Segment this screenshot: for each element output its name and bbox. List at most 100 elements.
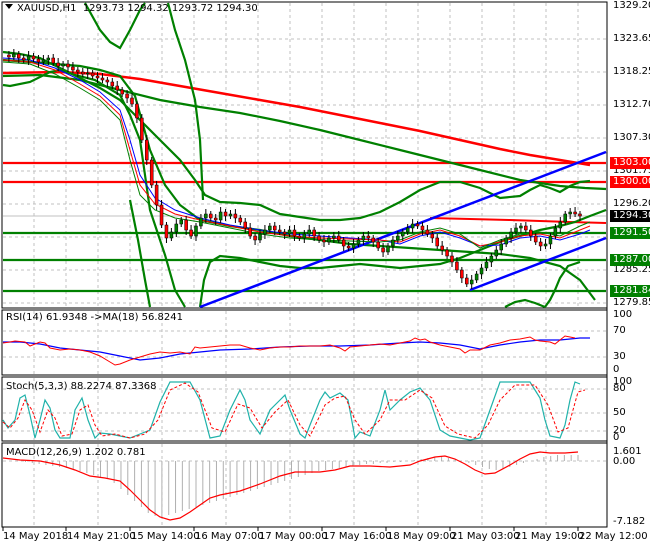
main-price-panel[interactable] bbox=[1, 1, 608, 309]
price-tick: 1329.20 bbox=[613, 0, 650, 11]
candle bbox=[563, 213, 567, 223]
candle bbox=[56, 62, 60, 67]
candle bbox=[440, 245, 444, 251]
candle bbox=[223, 211, 228, 217]
candle bbox=[66, 63, 70, 68]
candle bbox=[479, 267, 484, 275]
price-tick: 1323.65 bbox=[613, 33, 650, 44]
time-label: 15 May 14:00 bbox=[131, 531, 200, 542]
dropdown-arrow-icon[interactable] bbox=[5, 4, 13, 9]
support-tag-1281-84: 1281.84 bbox=[610, 285, 650, 297]
candle bbox=[568, 211, 572, 215]
candle bbox=[543, 243, 548, 247]
stoch-grid bbox=[3, 378, 606, 440]
candle bbox=[282, 231, 287, 235]
candle bbox=[386, 245, 390, 253]
candle bbox=[233, 213, 238, 219]
macd-signal-line bbox=[2, 451, 579, 521]
candle bbox=[81, 71, 85, 75]
candle bbox=[558, 221, 563, 229]
candle bbox=[238, 217, 243, 223]
candle bbox=[164, 224, 169, 239]
candle bbox=[71, 66, 75, 71]
macd-tick: -7.182 bbox=[613, 516, 646, 527]
candle bbox=[258, 233, 262, 241]
candle bbox=[46, 57, 51, 61]
time-label: 21 May 03:00 bbox=[451, 531, 520, 542]
candle bbox=[140, 117, 144, 141]
time-label: 14 May 2018 bbox=[3, 531, 69, 542]
trendline-lower[interactable] bbox=[469, 236, 607, 292]
candle bbox=[145, 139, 149, 161]
candle bbox=[154, 184, 159, 206]
candle bbox=[509, 231, 513, 239]
candle bbox=[90, 72, 95, 77]
candle bbox=[41, 59, 46, 63]
candle bbox=[514, 227, 518, 233]
bollinger-upper bbox=[2, 50, 591, 222]
candle bbox=[105, 79, 110, 83]
current-price-tag: 1294.30 bbox=[610, 210, 650, 222]
candle bbox=[524, 225, 528, 231]
candle bbox=[218, 211, 223, 221]
candle bbox=[85, 72, 90, 75]
candle bbox=[396, 235, 400, 241]
price-tick: 1285.25 bbox=[613, 264, 650, 275]
stoch-tick: 50 bbox=[613, 407, 626, 418]
candle bbox=[307, 229, 311, 235]
candle bbox=[474, 273, 479, 281]
candle bbox=[12, 53, 16, 58]
candle bbox=[204, 213, 208, 219]
candle bbox=[228, 213, 233, 217]
candle bbox=[494, 249, 499, 257]
candle bbox=[430, 233, 435, 239]
candle bbox=[268, 225, 272, 231]
rsi-tick: 70 bbox=[613, 325, 626, 336]
candle bbox=[553, 227, 558, 237]
candle bbox=[130, 97, 134, 105]
candle bbox=[21, 57, 26, 61]
candle bbox=[159, 204, 164, 226]
candle bbox=[277, 229, 282, 233]
chart-header: XAUUSD,H1 1293.73 1294.32 1293.72 1294.3… bbox=[5, 3, 258, 15]
candle bbox=[548, 235, 553, 245]
candle bbox=[110, 81, 115, 87]
time-label: 21 May 19:00 bbox=[515, 531, 584, 542]
candle bbox=[76, 69, 80, 73]
candle bbox=[17, 53, 21, 59]
macd-histogram bbox=[24, 455, 579, 517]
candle bbox=[346, 245, 351, 249]
candle bbox=[573, 211, 577, 215]
candle bbox=[450, 255, 454, 263]
candle bbox=[504, 237, 508, 245]
macd-panel[interactable] bbox=[1, 442, 608, 528]
candlesticks[interactable] bbox=[7, 49, 582, 289]
candle bbox=[292, 229, 297, 237]
rsi-tick: 0 bbox=[613, 364, 620, 375]
rsi-title: RSI(14) 61.9348 ->MA(18) 56.8241 bbox=[6, 312, 183, 323]
bollinger-wide-lower bbox=[128, 199, 152, 308]
candle bbox=[538, 241, 543, 247]
stoch-tick: 80 bbox=[613, 383, 626, 394]
rsi-panel[interactable] bbox=[1, 309, 608, 376]
time-label: 17 May 16:00 bbox=[323, 531, 392, 542]
candle bbox=[273, 225, 277, 231]
candle bbox=[125, 93, 129, 99]
candle bbox=[95, 75, 100, 79]
candle bbox=[189, 229, 193, 237]
candle bbox=[519, 225, 523, 229]
candle bbox=[376, 241, 380, 249]
candle bbox=[169, 231, 174, 239]
candle bbox=[26, 55, 31, 61]
candle bbox=[405, 227, 410, 233]
candle bbox=[322, 239, 326, 243]
time-label: 22 May 12:00 bbox=[579, 531, 648, 542]
candle bbox=[455, 261, 459, 271]
candle bbox=[371, 237, 375, 243]
bollinger-rise bbox=[544, 260, 581, 308]
candle bbox=[263, 229, 267, 235]
candle bbox=[341, 239, 346, 247]
candle bbox=[366, 235, 371, 239]
bollinger-lower bbox=[2, 68, 186, 308]
